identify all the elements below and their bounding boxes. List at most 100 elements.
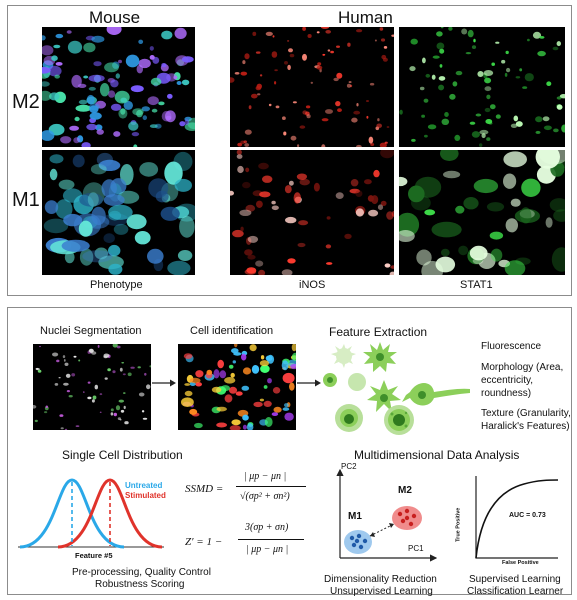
human-header: Human [338,8,393,27]
cell-blob [34,419,38,423]
pc2-label: PC2 [341,462,357,471]
cell-blob [504,260,526,275]
cell-blob [115,73,121,79]
cell-blob [265,31,273,36]
cell-blob [259,74,263,77]
cell-blob [110,79,119,88]
cell-blob [161,30,173,40]
cell-blob [251,93,258,99]
cell-blob [240,226,244,232]
cell-blob [384,263,391,268]
cell-blob [377,118,380,122]
cell-blob [33,405,37,409]
cell-blob [229,425,241,430]
distribution-caption-line2: Robustness Scoring [95,579,185,590]
cell-blob [389,271,394,275]
cell-blob [326,216,331,220]
cell-blob [95,124,103,131]
cell-blob [161,63,167,68]
cell-blob [336,72,343,79]
cell-blob [108,90,116,98]
cell-blob [174,178,192,192]
cell-blob [495,114,501,119]
cell-blob [94,384,98,390]
cell-blob [184,119,189,126]
row-label-m2: M2 [12,91,40,113]
cell-blob [99,411,102,413]
cell-blob [527,38,530,42]
cell-blob [147,248,164,264]
cell-textured [384,405,414,435]
cell-blob [484,86,492,92]
cell-blob [231,419,241,426]
cell-blob [73,355,77,358]
cell-blob [432,55,440,59]
cell-blob [298,220,309,226]
cell-blob [382,57,388,62]
cluster-separation-arrow [369,523,395,537]
cell-blob [78,359,81,362]
ssmd-denominator: √(σp² + σn²) [240,491,290,502]
cell-blob [54,74,60,79]
cell-blob [224,394,233,403]
cell-blob [139,162,159,177]
cell-spiky-1 [363,342,397,372]
cell-blob [267,378,272,384]
cell-blob [63,382,69,386]
multidim-title: Multidimensional Data Analysis [354,448,520,462]
cell-blob [368,209,379,217]
cell-blob [427,124,437,130]
cell-blob [255,51,261,54]
cell-blob [421,114,425,118]
cell-blob [110,408,114,412]
cell-blob [320,27,330,29]
cell-blob [336,45,340,48]
caption-stat1: STAT1 [460,279,493,291]
feature-fluorescence: Fluorescence [481,341,542,352]
cell-blob [257,93,261,96]
cell-blob [297,242,306,248]
pca-plot [336,468,438,562]
cell-blob [195,370,204,378]
cell-blob [79,248,94,266]
cell-blob [386,126,390,128]
cell-blob [244,53,250,60]
cell-blob [195,382,202,387]
cell-blob [173,75,178,80]
cell-blob [224,377,236,384]
cell-blob [99,83,110,97]
cell-blob [535,130,541,134]
cell-blob [537,50,546,57]
stat1-m2-image [399,27,565,147]
cell-blob [489,231,504,240]
cell-blob [408,185,425,203]
cell-blob [217,359,224,369]
cell-blob [346,83,352,88]
cell-blob [144,372,147,376]
cell-blob [479,129,489,135]
cell-blob [86,123,98,131]
distribution-plot [18,478,164,549]
cell-blob [108,244,121,257]
cell-blob [87,192,99,207]
cell-blob [42,45,54,56]
cell-blob [291,344,296,352]
cell-blob [452,81,458,87]
cell-blob [367,195,374,202]
cell-blob [60,136,72,144]
cell-blob [62,355,66,359]
cell-blob [148,178,169,198]
cell-blob [289,53,295,58]
cell-blob [290,363,296,370]
cell-blob [391,34,394,37]
cell-blob [486,202,505,212]
cell-blob [42,81,50,87]
cell-blob [82,250,113,263]
cell-blob [73,137,80,144]
cell-blob [68,395,73,398]
cell-blob [543,125,552,131]
cell-blob [284,61,288,65]
cell-blob [419,86,425,91]
cell-blob [272,35,275,38]
cell-blob [335,101,341,107]
